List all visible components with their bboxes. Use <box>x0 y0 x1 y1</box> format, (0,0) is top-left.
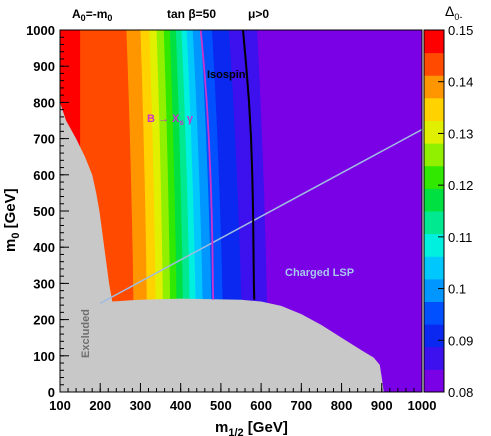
colorbar-segment-7 <box>424 211 444 235</box>
excluded-label: Excluded <box>80 309 92 358</box>
x-tick-label-2: 300 <box>130 398 152 413</box>
y-tick-label-7: 700 <box>33 132 55 147</box>
header-a0: A0=-m0 <box>72 7 112 23</box>
colorbar-segment-6 <box>424 233 444 257</box>
colorbar-tick-label-5: 0.13 <box>448 126 473 141</box>
colorbar-tick-label-2: 0.1 <box>448 282 466 297</box>
y-axis-title: m0 [GeV] <box>2 188 22 252</box>
y-tick-label-1: 100 <box>33 349 55 364</box>
y-tick-label-3: 300 <box>33 276 55 291</box>
x-tick-label-6: 700 <box>290 398 312 413</box>
x-tick-label-9: 1000 <box>408 398 437 413</box>
colorbar-segment-14 <box>424 52 444 76</box>
x-tick-label-7: 800 <box>331 398 353 413</box>
colorbar-segment-8 <box>424 188 444 212</box>
curve-0 <box>199 30 215 300</box>
y-tick-label-6: 600 <box>33 168 55 183</box>
colorbar-segment-4 <box>424 278 444 302</box>
colorbar-tick-label-4: 0.12 <box>448 178 473 193</box>
colorbar-tick-label-0: 0.08 <box>448 385 473 400</box>
colorbar-segment-3 <box>424 301 444 325</box>
x-tick-label-3: 400 <box>170 398 192 413</box>
colorbar-axis: 0.08 0.09 0.1 0.11 0.12 0.13 0.14 0.15 <box>438 23 473 400</box>
x-tick-label-1: 200 <box>89 398 111 413</box>
colorbar-title: Δ0- <box>445 3 462 22</box>
colorbar-segment-15 <box>424 30 444 54</box>
y-axis: 0 100 200 300 400 500 600 700 800 900 1000 <box>26 23 69 400</box>
isospin-label: Isospin <box>207 69 246 81</box>
y-tick-label-0: 0 <box>48 385 55 400</box>
contour-curves <box>199 30 256 300</box>
curve-1 <box>242 30 256 300</box>
colorbar-frame <box>423 29 445 393</box>
colorbar-segment-5 <box>424 256 444 280</box>
x-tick-label-8: 900 <box>371 398 393 413</box>
x-axis: 100 200 300 400 500 600 700 800 900 1000 <box>49 383 436 413</box>
charged-lsp-label: Charged LSP <box>285 267 354 279</box>
y-tick-label-10: 1000 <box>26 23 55 38</box>
colorbar-segment-9 <box>424 165 444 189</box>
header-tanbeta: tan β=50 <box>167 7 216 21</box>
y-tick-label-9: 900 <box>33 59 55 74</box>
colorbar-segment-12 <box>424 97 444 121</box>
excluded-region <box>60 102 384 392</box>
colorbar <box>424 30 444 393</box>
colorbar-segment-2 <box>424 324 444 348</box>
colorbar-tick-label-1: 0.09 <box>448 333 473 348</box>
x-tick-label-0: 100 <box>49 398 71 413</box>
x-axis-title: m1/2 [GeV] <box>215 419 288 436</box>
colorbar-tick-label-6: 0.14 <box>448 75 473 90</box>
header-mu: μ>0 <box>248 7 269 21</box>
y-tick-label-4: 400 <box>33 240 55 255</box>
colorbar-tick-label-3: 0.11 <box>448 230 472 245</box>
x-tick-label-4: 500 <box>210 398 232 413</box>
y-tick-label-2: 200 <box>33 313 55 328</box>
colorbar-segment-1 <box>424 346 444 370</box>
y-tick-label-8: 800 <box>33 95 55 110</box>
y-tick-label-5: 500 <box>33 204 55 219</box>
charged-lsp-line <box>99 128 422 304</box>
plot-area <box>60 30 422 392</box>
bsgamma-label: B → Xs γ <box>147 113 194 127</box>
colorbar-segment-10 <box>424 143 444 167</box>
colorbar-segment-0 <box>424 369 444 393</box>
colorbar-segment-11 <box>424 120 444 144</box>
colorbar-tick-label-7: 0.15 <box>448 23 473 38</box>
colorbar-segment-13 <box>424 75 444 99</box>
x-tick-label-5: 600 <box>250 398 272 413</box>
